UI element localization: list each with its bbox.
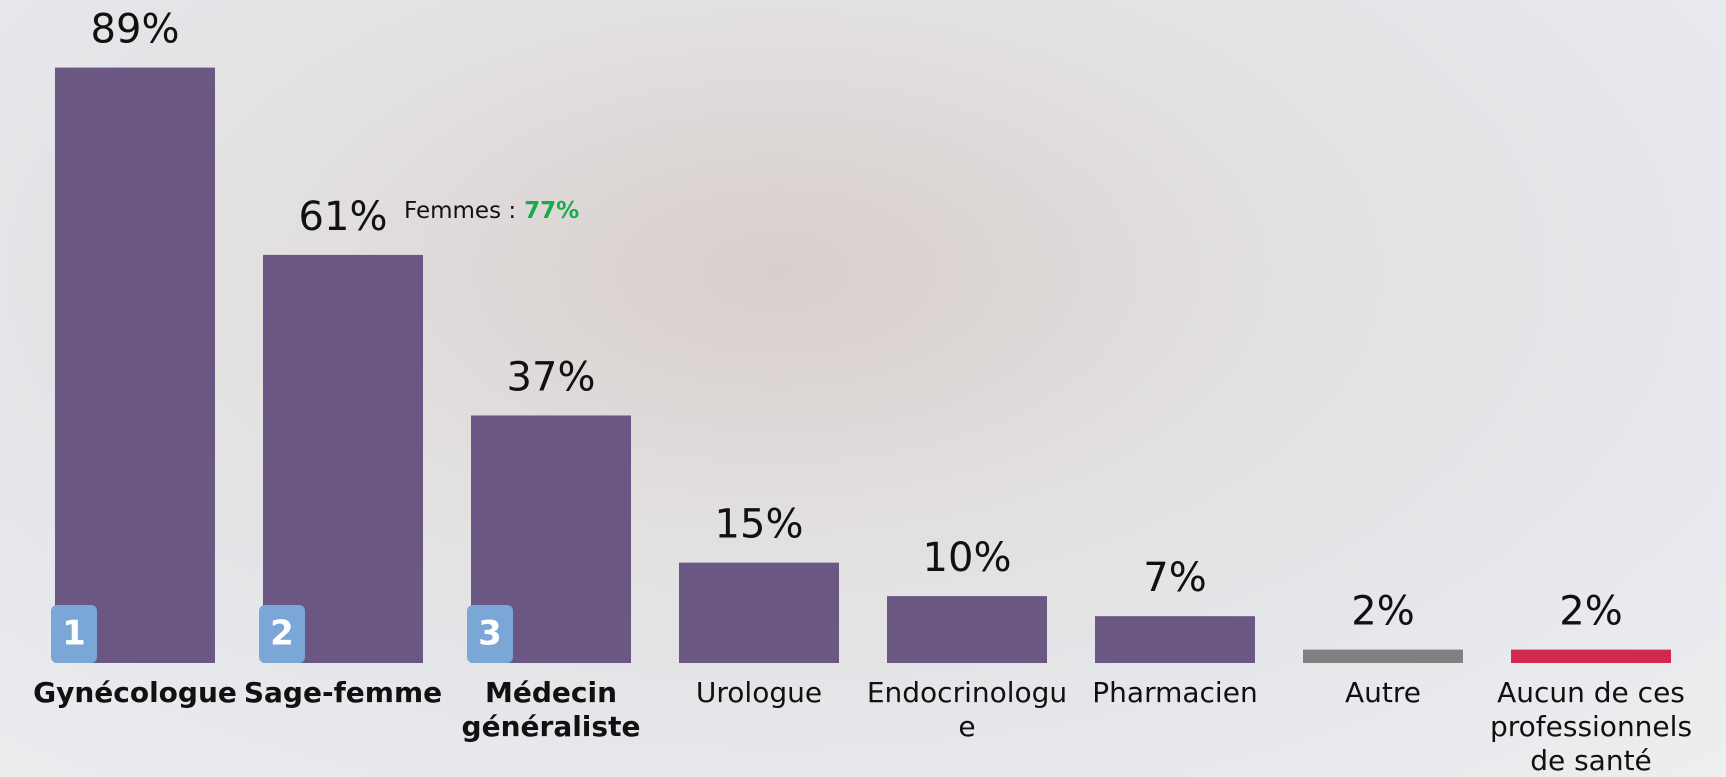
value-label: 2% bbox=[1351, 589, 1414, 635]
value-label: 37% bbox=[507, 354, 596, 400]
bar bbox=[1303, 649, 1463, 663]
bar bbox=[55, 67, 215, 664]
rank-badge bbox=[467, 605, 513, 663]
bar bbox=[887, 596, 1047, 663]
bar bbox=[1095, 616, 1255, 663]
rank-badge bbox=[51, 605, 97, 663]
value-label: 89% bbox=[91, 7, 180, 53]
rank-badge bbox=[259, 605, 305, 663]
bar bbox=[263, 254, 423, 663]
value-label: 10% bbox=[923, 535, 1012, 581]
rank-number: 3 bbox=[478, 614, 502, 654]
value-label: 61% bbox=[299, 194, 388, 240]
annotation-value: 77% bbox=[524, 198, 579, 224]
category-label: Sage-femme bbox=[243, 676, 443, 709]
value-label: 2% bbox=[1559, 589, 1622, 635]
rank-number: 1 bbox=[62, 614, 86, 654]
category-label: Médecin généraliste bbox=[461, 676, 641, 743]
value-label: 7% bbox=[1143, 555, 1206, 601]
bar bbox=[1511, 649, 1671, 663]
annotation-text: Femmes : bbox=[404, 198, 516, 224]
category-label: Urologue bbox=[695, 676, 823, 709]
category-label: Aucun de ces professionnels de santé bbox=[1489, 676, 1693, 777]
category-label: Pharmacien bbox=[1092, 676, 1258, 709]
category-label: Endocrinologue bbox=[866, 676, 1068, 743]
value-label: 15% bbox=[715, 502, 804, 548]
bar bbox=[679, 562, 839, 663]
category-label: Autre bbox=[1344, 676, 1421, 709]
annotation: Femmes : 77% bbox=[404, 198, 579, 224]
rank-number: 2 bbox=[270, 614, 294, 654]
category-label: Gynécologue bbox=[33, 676, 237, 709]
